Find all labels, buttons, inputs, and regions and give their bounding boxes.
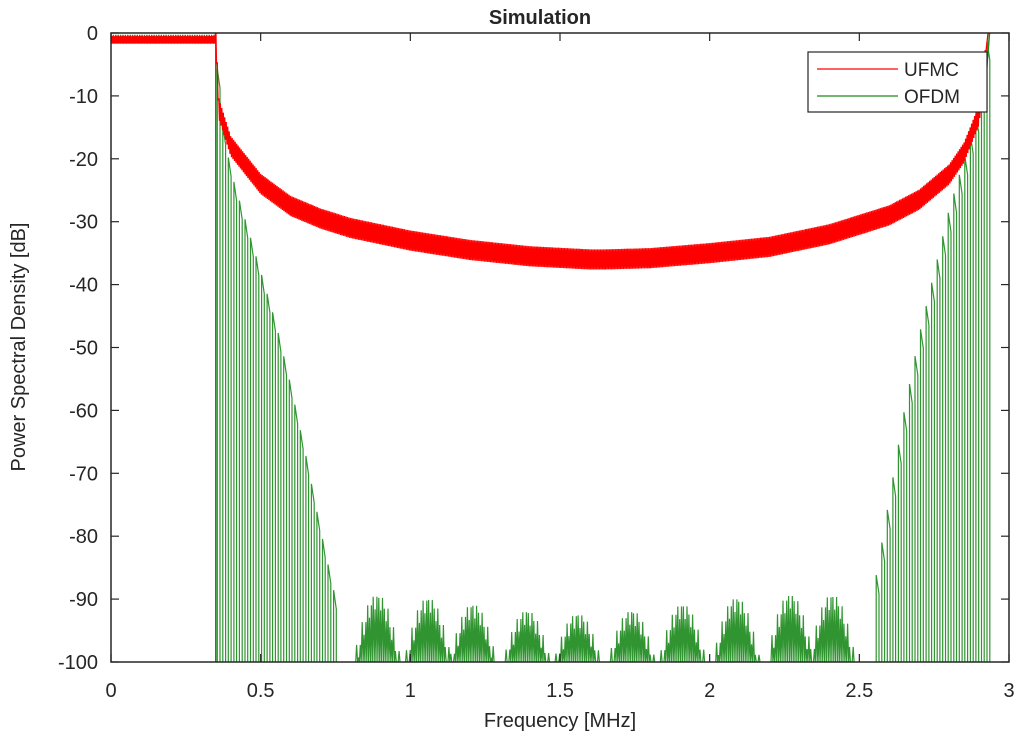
x-tick-label: 0 bbox=[105, 680, 116, 702]
x-axis-label: Frequency [MHz] bbox=[484, 710, 636, 732]
legend-box bbox=[807, 51, 988, 113]
y-tick-label: -60 bbox=[69, 400, 98, 422]
chart-title: Simulation bbox=[489, 7, 591, 29]
y-axis-label: Power Spectral Density [dB] bbox=[8, 223, 30, 472]
legend: UFMC OFDM bbox=[807, 51, 988, 113]
x-tick-label: 1 bbox=[405, 680, 416, 702]
y-tick-label: -90 bbox=[69, 589, 98, 611]
y-tick-label: -10 bbox=[69, 86, 98, 108]
y-tick-label: -20 bbox=[69, 149, 98, 171]
y-tick-label: -70 bbox=[69, 463, 98, 485]
y-tick-label: -40 bbox=[69, 275, 98, 297]
x-tick-label: 0.5 bbox=[247, 680, 275, 702]
y-tick-label: 0 bbox=[87, 23, 98, 45]
x-tick-label: 2 bbox=[704, 680, 715, 702]
series-ofdm-line bbox=[111, 33, 991, 662]
x-axis: 0 0.5 1 1.5 2 2.5 3 bbox=[105, 33, 1015, 702]
series-ufmc-line bbox=[111, 33, 990, 270]
y-tick-label: -50 bbox=[69, 338, 98, 360]
y-axis: 0 -10 -20 -30 -40 -50 -60 -70 -80 -90 -100 bbox=[58, 23, 1009, 674]
plot-area bbox=[111, 33, 991, 662]
legend-label-ofdm: OFDM bbox=[904, 87, 960, 108]
x-tick-label: 1.5 bbox=[546, 680, 574, 702]
x-tick-label: 2.5 bbox=[845, 680, 873, 702]
y-tick-label: -100 bbox=[58, 652, 98, 674]
x-tick-label: 3 bbox=[1003, 680, 1014, 702]
y-tick-label: -30 bbox=[69, 212, 98, 234]
y-tick-label: -80 bbox=[69, 526, 98, 548]
legend-label-ufmc: UFMC bbox=[904, 60, 959, 81]
